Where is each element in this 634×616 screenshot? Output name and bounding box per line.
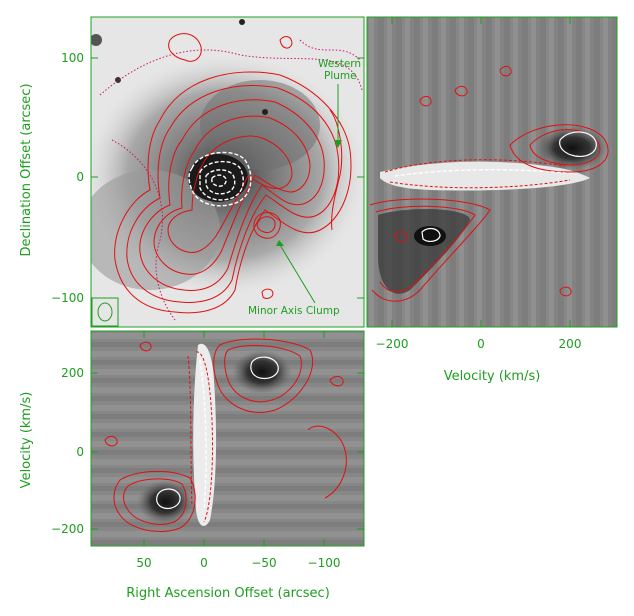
y-tick-label: 0 bbox=[76, 445, 84, 459]
absorption-contours bbox=[188, 151, 252, 207]
sky-map-y-ticks bbox=[91, 57, 364, 299]
dec-velocity-x-ticks bbox=[391, 17, 571, 327]
x-tick-label: 50 bbox=[136, 556, 151, 570]
ra-velocity-xlabel: Right Ascension Offset (arcsec) bbox=[126, 586, 330, 601]
annotation-plume: Plume bbox=[324, 70, 357, 82]
x-tick-label: 0 bbox=[477, 337, 485, 351]
ra-velocity-background bbox=[91, 331, 364, 546]
beam-ellipse bbox=[97, 302, 113, 322]
ra-velocity-frame bbox=[90, 330, 365, 547]
dec-velocity-panel: −200 0 200 Velocity (km/s) bbox=[366, 16, 618, 384]
x-tick-label: 200 bbox=[559, 337, 582, 351]
ra-velocity-white-contours bbox=[156, 356, 279, 511]
ra-velocity-contours bbox=[104, 338, 347, 533]
beam-box bbox=[91, 297, 119, 327]
ra-velocity-panel: 50 0 −50 −100 200 0 −200 Velocity (km/s)… bbox=[19, 330, 365, 601]
receding-lobe bbox=[232, 350, 292, 394]
y-tick-label: 100 bbox=[61, 51, 84, 65]
annotation-minor-axis-clump: Minor Axis Clump bbox=[248, 305, 340, 317]
galaxy-nucleus bbox=[188, 154, 248, 202]
approaching-lobe bbox=[378, 208, 470, 294]
sky-map-frame bbox=[90, 16, 365, 328]
dec-velocity-frame bbox=[366, 16, 618, 328]
x-tick-label: 0 bbox=[200, 556, 208, 570]
sky-map-panel: Western Plume Minor Axis Clump 100 0 −10… bbox=[19, 16, 365, 328]
dec-velocity-contours bbox=[369, 65, 609, 302]
ra-velocity-ylabel: Velocity (km/s) bbox=[19, 392, 34, 489]
ra-velocity-x-ticks bbox=[143, 331, 325, 546]
minor-axis-arrow bbox=[279, 244, 316, 304]
y-tick-label: 0 bbox=[76, 170, 84, 184]
y-tick-label: −200 bbox=[51, 522, 84, 536]
dec-velocity-white-contours bbox=[394, 131, 597, 242]
ra-velocity-y-ticks bbox=[91, 372, 364, 530]
approaching-lobe bbox=[137, 480, 193, 524]
y-tick-label: 200 bbox=[61, 366, 84, 380]
annotation-western: Western bbox=[318, 58, 361, 70]
x-tick-label: −50 bbox=[251, 556, 276, 570]
x-tick-label: −100 bbox=[308, 556, 341, 570]
receding-lobe bbox=[536, 126, 608, 170]
absorption-band-vertical bbox=[193, 343, 217, 526]
x-tick-label: −200 bbox=[376, 337, 409, 351]
y-tick-label: −100 bbox=[51, 291, 84, 305]
dec-velocity-xlabel: Velocity (km/s) bbox=[444, 369, 541, 384]
sky-map-ylabel: Declination Offset (arcsec) bbox=[19, 83, 34, 256]
